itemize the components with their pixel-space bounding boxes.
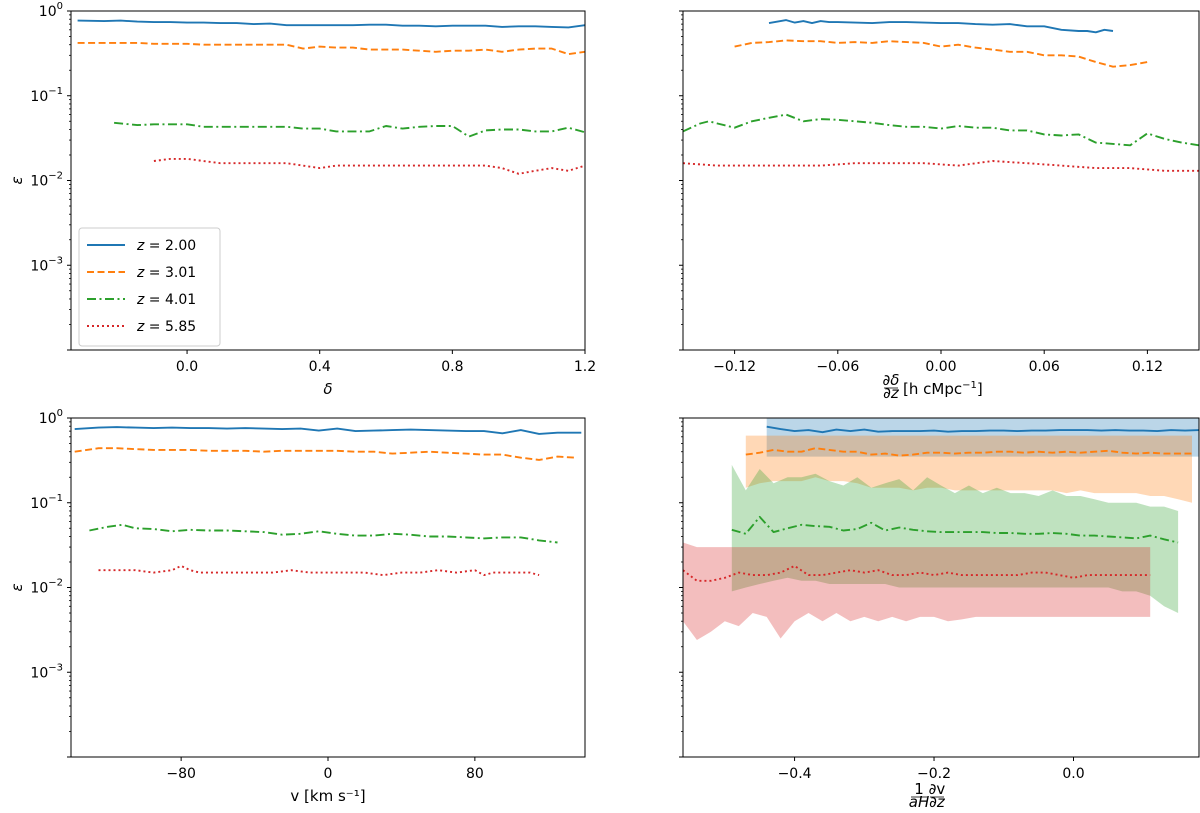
legend-var: z (136, 319, 145, 335)
line-series-2 (74, 447, 576, 461)
line-series-3 (683, 113, 1199, 147)
tick-base: 10 (30, 581, 48, 597)
y-tick-label: 100 (39, 408, 63, 427)
legend-var: z (136, 265, 145, 281)
y-tick-label: 100 (39, 1, 63, 20)
panel-top-right: −0.12 −0.06 0.00 0.06 0.12 ∂δ∂z [h cMpc−1] (679, 10, 1200, 402)
x-tick-label: 0.4 (309, 359, 331, 375)
label-denominator-1: aH (909, 793, 929, 811)
tick-base: 10 (30, 174, 48, 190)
legend-value: = 4.01 (144, 292, 196, 308)
x-axis-label: v [km s⁻¹] (290, 787, 365, 805)
label-unit-exp: −1 (962, 380, 977, 391)
plot-area (74, 426, 582, 577)
label-denominator: ∂z (883, 384, 900, 402)
x-tick-label: −0.12 (713, 359, 756, 375)
axes-frame (682, 10, 1200, 351)
y-tick-label: 10−3 (30, 255, 63, 274)
x-tick-label: −80 (166, 766, 196, 782)
tick-base: 10 (30, 496, 48, 512)
x-tick-label: 80 (466, 766, 484, 782)
axes-frame (70, 417, 586, 758)
legend-var: z (136, 292, 145, 308)
legend-label-2: z = 3.01 (136, 265, 196, 281)
y-tick-label: 10−2 (30, 578, 63, 597)
plot-area (77, 19, 585, 175)
tick-exponent: 0 (57, 1, 63, 12)
line-series-2 (734, 39, 1148, 68)
legend-value: = 5.85 (144, 319, 196, 335)
y-tick-label: 10−1 (30, 493, 63, 512)
line-series-3 (731, 515, 1179, 544)
plot-area (683, 19, 1199, 172)
tick-exponent: −3 (48, 255, 63, 266)
label-numerator-1: 1 (914, 780, 924, 798)
plot-area (683, 418, 1199, 640)
label-numerator: ∂δ (883, 371, 900, 389)
tick-exponent: −1 (48, 86, 63, 97)
tick-base: 10 (39, 411, 57, 427)
tick-base: 10 (30, 258, 48, 274)
line-series-4 (683, 160, 1199, 172)
x-tick-label: 0 (324, 766, 333, 782)
line-series-3 (89, 523, 558, 544)
panel-bottom-right: −0.4 −0.2 0.0 1aH∂v∂z (679, 417, 1200, 811)
legend: z = 2.00z = 3.01z = 4.01z = 5.85 (78, 227, 221, 347)
band-series-1 (766, 418, 1199, 457)
tick-base: 10 (39, 4, 57, 20)
tick-exponent: −1 (48, 493, 63, 504)
tick-exponent: −2 (48, 171, 63, 182)
line-series-1 (768, 19, 1114, 34)
x-tick-label: −0.06 (816, 359, 859, 375)
x-axis-label: ∂δ∂z [h cMpc−1] (883, 371, 983, 402)
line-series-1 (766, 425, 1199, 434)
x-tick-label: 0.00 (925, 359, 956, 375)
y-tick-label: 10−1 (30, 86, 63, 105)
label-unit: [h cMpc−1] (903, 380, 983, 398)
x-tick-label: −0.4 (778, 766, 812, 782)
y-tick-label: 10−2 (30, 171, 63, 190)
legend-label-1: z = 2.00 (136, 238, 196, 254)
tick-base: 10 (30, 89, 48, 105)
tick-exponent: −2 (48, 578, 63, 589)
x-axis-label: δ (323, 380, 332, 398)
tick-exponent: −3 (48, 662, 63, 673)
line-series-2 (745, 447, 1192, 457)
x-axis-label: 1aH∂v∂z (909, 780, 946, 811)
x-tick-label: 0.06 (1029, 359, 1060, 375)
x-tick-label: 1.2 (574, 359, 596, 375)
legend-value: = 2.00 (144, 238, 196, 254)
x-tick-label: 0.0 (1062, 766, 1084, 782)
legend-var: z (136, 238, 145, 254)
line-series-1 (74, 426, 582, 435)
line-series-3 (114, 121, 585, 138)
line-series-2 (77, 41, 585, 56)
x-tick-label: 0.12 (1132, 359, 1163, 375)
line-series-1 (77, 19, 585, 29)
x-tick-label: −0.2 (917, 766, 951, 782)
y-axis-label: ε (8, 176, 26, 184)
legend-value: = 3.01 (144, 265, 196, 281)
label-numerator-2: ∂v (929, 780, 946, 798)
band-series-4 (683, 542, 1151, 640)
tick-base: 10 (30, 665, 48, 681)
y-axis-label: ε (8, 583, 26, 591)
legend-frame (78, 227, 221, 347)
x-tick-label: 0.8 (441, 359, 463, 375)
label-unit-close: ] (977, 380, 983, 398)
label-denominator-2: ∂z (929, 793, 946, 811)
legend-label-3: z = 4.01 (136, 292, 196, 308)
line-series-4 (98, 564, 540, 577)
y-tick-label: 10−3 (30, 662, 63, 681)
x-tick-label: 0.0 (176, 359, 198, 375)
legend-label-4: z = 5.85 (136, 319, 196, 335)
tick-exponent: 0 (57, 408, 63, 419)
line-series-4 (153, 157, 585, 175)
